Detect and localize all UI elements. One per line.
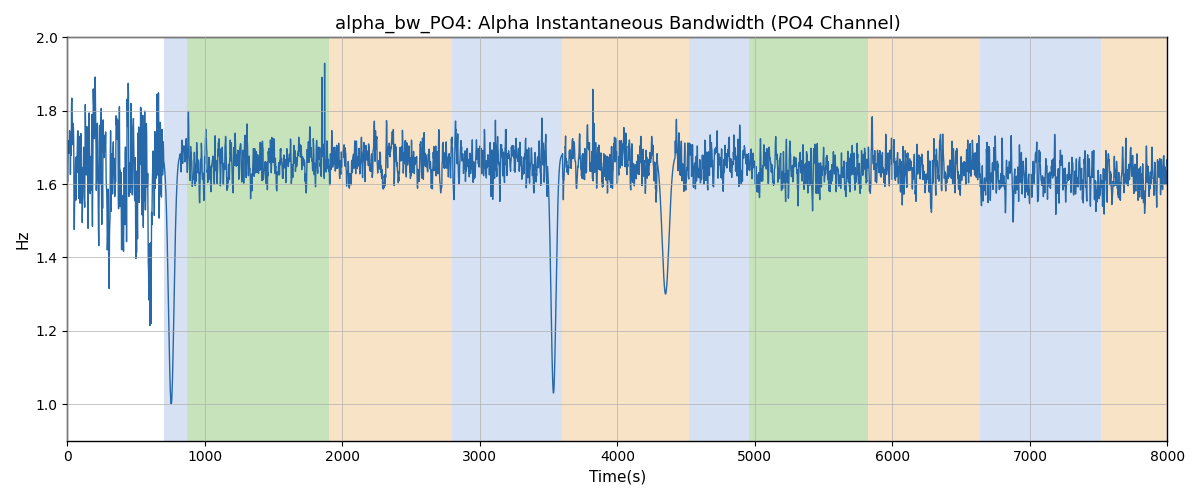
Bar [452, 38, 563, 440]
Y-axis label: Hz: Hz [16, 230, 30, 249]
Title: alpha_bw_PO4: Alpha Instantaneous Bandwidth (PO4 Channel): alpha_bw_PO4: Alpha Instantaneous Bandwi… [335, 15, 900, 34]
Bar [329, 38, 452, 440]
Bar [187, 38, 329, 440]
Bar [689, 38, 750, 440]
Bar [750, 38, 868, 440]
Bar [163, 38, 187, 440]
Bar [980, 38, 1102, 440]
Bar [563, 38, 689, 440]
Bar [1102, 38, 1181, 440]
Bar [868, 38, 980, 440]
X-axis label: Time(s): Time(s) [589, 470, 646, 485]
